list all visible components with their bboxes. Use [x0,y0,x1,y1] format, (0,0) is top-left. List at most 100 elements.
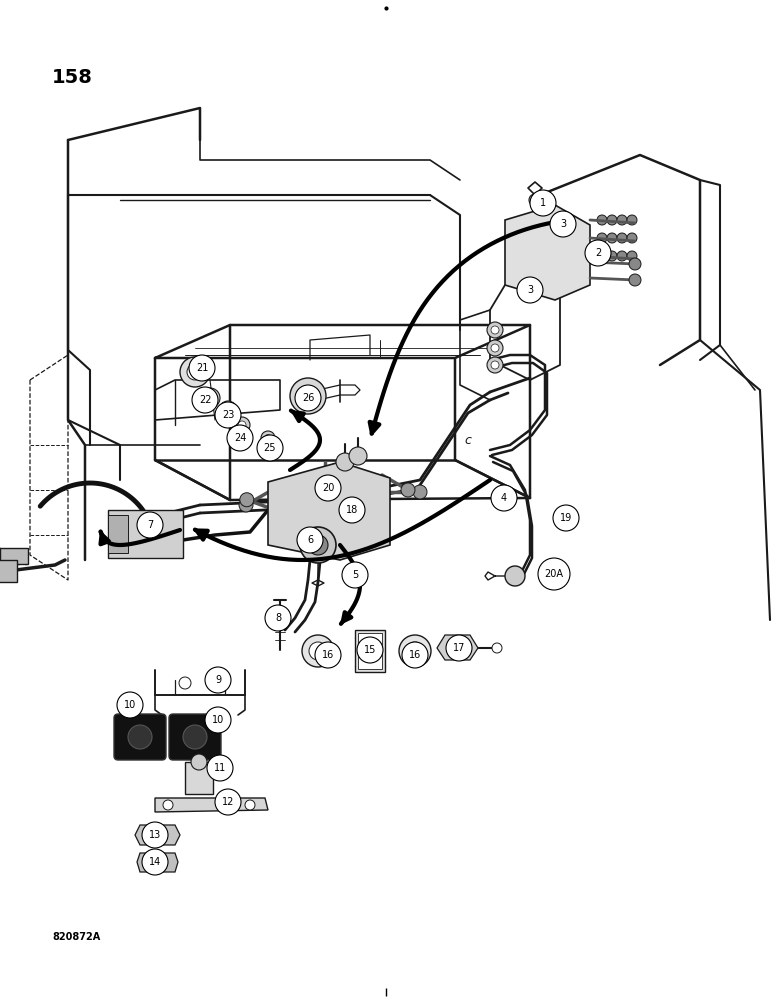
Text: 25: 25 [264,443,276,453]
Text: 16: 16 [409,650,421,660]
Circle shape [163,800,173,810]
FancyBboxPatch shape [114,714,166,760]
Text: 9: 9 [215,675,221,685]
Circle shape [492,643,502,653]
Circle shape [336,453,354,471]
Text: 820872A: 820872A [52,932,100,942]
Bar [185,762,213,794]
Text: 4: 4 [501,493,507,503]
Circle shape [192,387,218,413]
Text: 26: 26 [302,393,314,403]
Circle shape [597,233,607,243]
Circle shape [529,194,541,206]
Circle shape [300,527,336,563]
Circle shape [153,830,163,840]
Text: 20: 20 [322,483,334,493]
Circle shape [617,233,627,243]
Bar [0,548,28,564]
Text: 8: 8 [275,613,281,623]
Circle shape [179,677,191,689]
Circle shape [205,707,231,733]
Text: c: c [465,434,472,446]
Bar [108,515,128,553]
Circle shape [538,558,570,590]
Circle shape [187,364,203,380]
Circle shape [597,215,607,225]
Polygon shape [155,798,268,812]
Circle shape [451,641,465,655]
Bar [108,510,183,558]
Circle shape [219,401,237,419]
Circle shape [627,251,637,261]
Circle shape [137,512,163,538]
Bar [355,630,385,672]
FancyBboxPatch shape [169,714,221,760]
Text: 6: 6 [307,535,313,545]
Circle shape [239,498,253,512]
Polygon shape [137,853,178,872]
Circle shape [265,605,291,631]
Circle shape [491,326,499,334]
Circle shape [349,447,367,465]
Circle shape [142,849,168,875]
Circle shape [154,858,162,866]
Circle shape [150,854,166,870]
Polygon shape [437,635,478,660]
Circle shape [227,425,253,451]
Circle shape [487,322,503,338]
Circle shape [627,233,637,243]
Circle shape [207,755,233,781]
Circle shape [142,822,168,848]
Circle shape [183,725,207,749]
Text: 1: 1 [540,198,546,208]
Circle shape [627,215,637,225]
Polygon shape [268,462,390,560]
Circle shape [315,642,341,668]
Circle shape [180,357,210,387]
Text: 16: 16 [322,650,334,660]
Circle shape [215,402,241,428]
Circle shape [413,485,427,499]
Circle shape [491,344,499,352]
Circle shape [402,642,428,668]
Circle shape [234,417,250,433]
Circle shape [491,361,499,369]
Text: 3: 3 [527,285,533,295]
Circle shape [585,240,611,266]
Circle shape [209,677,221,689]
Circle shape [607,215,617,225]
Text: 22: 22 [198,395,212,405]
Circle shape [607,251,617,261]
Text: 20A: 20A [544,569,564,579]
Text: 11: 11 [214,763,226,773]
Circle shape [205,393,215,403]
Circle shape [553,505,579,531]
Circle shape [261,431,275,445]
Circle shape [189,355,215,381]
Bar [358,633,382,669]
Text: 158: 158 [52,68,93,87]
Circle shape [128,725,152,749]
Circle shape [629,258,641,270]
Circle shape [517,277,543,303]
Polygon shape [505,205,590,300]
Text: 14: 14 [149,857,161,867]
Circle shape [530,190,556,216]
Text: 7: 7 [147,520,153,530]
Text: 18: 18 [346,505,358,515]
Circle shape [257,435,283,461]
Circle shape [597,251,607,261]
Circle shape [309,642,327,660]
Circle shape [191,754,207,770]
Circle shape [215,789,241,815]
Polygon shape [135,825,180,845]
Circle shape [399,635,431,667]
Circle shape [290,378,326,414]
Circle shape [117,692,143,718]
Circle shape [315,475,341,501]
Text: 13: 13 [149,830,161,840]
Text: 3: 3 [560,219,566,229]
Circle shape [487,340,503,356]
Circle shape [617,215,627,225]
Circle shape [339,497,365,523]
